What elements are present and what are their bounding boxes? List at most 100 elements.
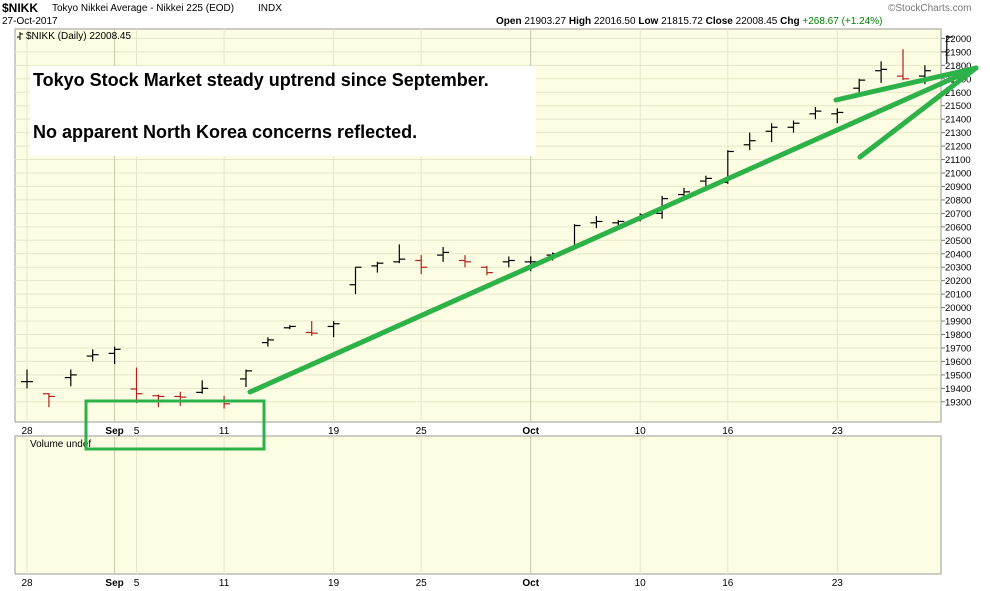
y-tick-label: 20800: [945, 195, 971, 206]
x-tick-label: Oct: [522, 578, 539, 589]
ohlc-bar: [480, 265, 493, 276]
ohlc-bar: [590, 216, 603, 229]
x-tick-label: 10: [635, 426, 647, 437]
index-name: Tokyo Nikkei Average - Nikkei 225 (EOD): [52, 3, 235, 14]
y-tick-label: 21000: [945, 169, 971, 180]
y-tick-label: 21400: [945, 115, 971, 126]
brand-watermark: ©StockCharts.com: [888, 3, 972, 14]
legend: $NIKK (Daily) 22008.45: [17, 31, 131, 42]
x-tick-label: 11: [219, 426, 230, 437]
x-tick-label: 28: [21, 578, 33, 589]
ohlc-icon: [17, 32, 23, 40]
y-tick-label: 21500: [945, 101, 971, 112]
x-tick-label: Sep: [105, 426, 123, 437]
symbol: $NIKK: [2, 1, 39, 15]
high-value: 22016.50: [593, 16, 636, 27]
ohlc-bar: [42, 393, 55, 408]
x-tick-label: 5: [134, 578, 140, 589]
x-tick-label: 11: [219, 578, 230, 589]
x-tick-label: 25: [416, 578, 428, 589]
legend-label: $NIKK (Daily) 22008.45: [26, 31, 131, 42]
grid-lines: [15, 29, 941, 574]
y-tick-label: 20700: [945, 209, 971, 220]
ohlc-bar: [787, 120, 800, 133]
ohlc-bar: [21, 369, 33, 389]
x-tick-label: Sep: [105, 578, 123, 589]
y-tick-label: 22000: [945, 34, 971, 45]
ohlc-bar: [699, 175, 712, 187]
ohlc-bar: [875, 61, 888, 83]
close-label: Close: [705, 16, 733, 27]
x-tick-label: 25: [416, 426, 428, 437]
exchange: INDX: [258, 3, 282, 14]
y-tick-label: 20400: [945, 249, 971, 260]
open-label: Open: [496, 16, 522, 27]
trend-arrow: [247, 65, 979, 395]
x-tick-label: 19: [328, 578, 340, 589]
x-tick-label: 10: [635, 578, 647, 589]
x-tick-label: 19: [328, 426, 340, 437]
y-tick-label: 21200: [945, 142, 971, 153]
low-label: Low: [638, 16, 659, 27]
close-value: 22008.45: [735, 16, 778, 27]
x-axis-volume: 28 Sep 5 11 19 25 Oct 10 16 23: [21, 578, 843, 589]
annotation-line-1: Tokyo Stock Market steady uptrend since …: [33, 70, 489, 90]
ohlc-bar: [196, 380, 209, 394]
ohlc-bar: [174, 391, 187, 406]
open-value: 21903.27: [524, 16, 567, 27]
x-tick-label: 5: [134, 426, 140, 437]
ohlc-bar: [371, 261, 384, 273]
ohlc-bar: [393, 244, 406, 264]
ohlc-bar: [459, 255, 471, 268]
annotation-line-2: No apparent North Korea concerns reflect…: [33, 122, 418, 142]
y-tick-label: 19700: [945, 343, 971, 354]
annotation-box: Tokyo Stock Market steady uptrend since …: [30, 66, 536, 156]
ohlc-bar: [64, 369, 77, 387]
ohlc-bar: [897, 49, 909, 81]
ohlc-bar: [831, 108, 844, 124]
ohlc-bar: [502, 256, 515, 268]
y-tick-label: 21100: [945, 155, 971, 166]
ohlc-bar: [108, 346, 121, 365]
ohlc-bar: [86, 349, 99, 362]
x-tick-label: 16: [722, 426, 734, 437]
y-tick-label: 21300: [945, 128, 971, 139]
green-highlight-box: [84, 399, 266, 451]
ohlc-bar: [809, 107, 822, 120]
volume-label: Volume undef: [30, 439, 91, 450]
low-value: 21815.72: [661, 16, 703, 27]
y-tick-label: 19500: [945, 370, 971, 381]
volume-panel-bg: [14, 435, 942, 575]
ohlc-bar: [349, 266, 362, 295]
x-tick-label: 28: [21, 426, 33, 437]
y-tick-label: 20500: [945, 236, 971, 247]
x-tick-label: 23: [832, 578, 844, 589]
ohlc-bar: [130, 367, 143, 404]
x-tick-label: 23: [832, 426, 844, 437]
y-tick-label: 20200: [945, 276, 971, 287]
ohlc-bar: [327, 321, 340, 338]
y-tick-label: 20300: [945, 263, 971, 274]
high-label: High: [568, 16, 592, 27]
ohlc-bar: [305, 321, 318, 336]
ohlc-bar: [437, 247, 450, 262]
y-tick-label: 20100: [945, 290, 971, 301]
ohlc-bar: [743, 132, 756, 151]
y-tick-label: 21800: [945, 61, 971, 72]
ohlc-bar: [261, 337, 274, 347]
x-tick-label: Oct: [522, 426, 539, 437]
y-tick-label: 20900: [945, 182, 971, 193]
y-tick-label: 19900: [945, 317, 971, 328]
y-tick-label: 20600: [945, 222, 971, 233]
chg-label: Chg: [780, 16, 800, 27]
ohlc-bar: [765, 123, 778, 143]
chg-value: +268.67 (+1.24%): [802, 16, 883, 27]
y-tick-label: 20000: [945, 303, 971, 314]
chart-date: 27-Oct-2017: [2, 16, 58, 27]
y-tick-label: 19600: [945, 357, 971, 368]
ohlc-bar: [415, 255, 428, 274]
x-axis-price: 28 Sep 5 11 19 25 Oct 10 16 23: [21, 426, 843, 437]
y-tick-label: 19800: [945, 330, 971, 341]
y-tick-label: 21900: [945, 47, 971, 58]
ohlc-bar: [240, 369, 252, 388]
